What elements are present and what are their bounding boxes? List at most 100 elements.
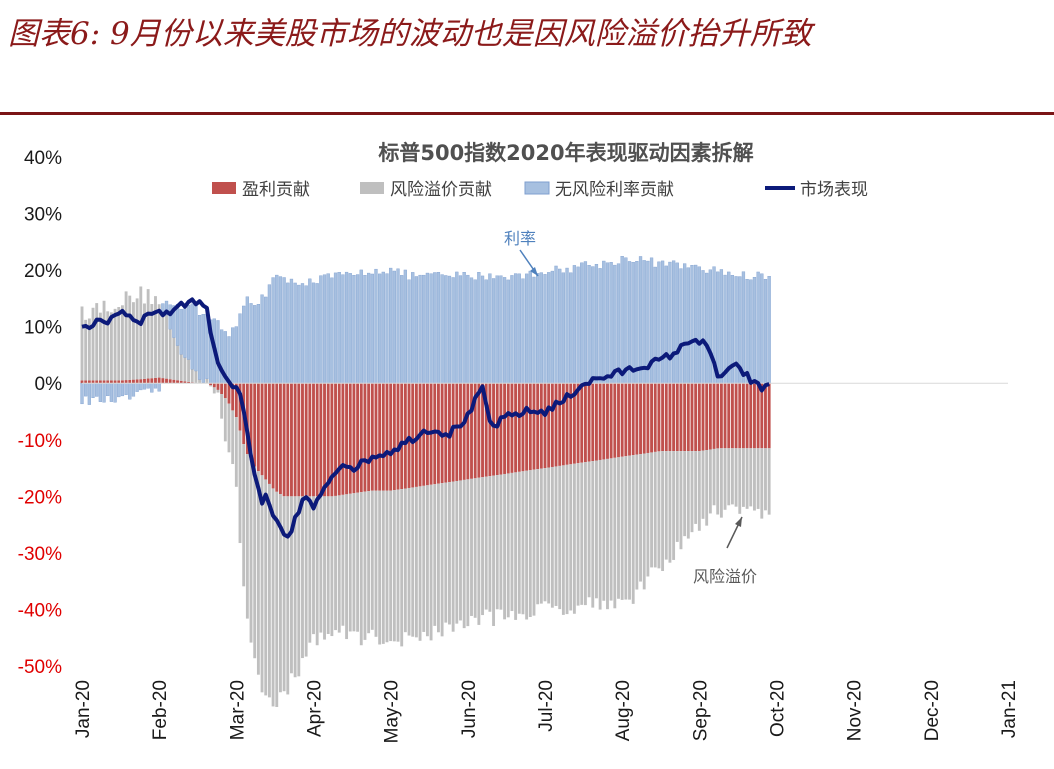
bar-risk-premium: [323, 496, 326, 640]
bar-risk-free: [385, 273, 389, 384]
bar-risk-premium: [146, 289, 150, 379]
bar-earnings: [620, 383, 624, 457]
bar-risk-premium: [481, 477, 484, 616]
bar-risk-premium: [495, 475, 499, 610]
bar-earnings: [249, 383, 253, 461]
bar-risk-free: [403, 269, 407, 384]
bar-risk-free: [106, 383, 110, 397]
bar-risk-premium: [602, 459, 606, 601]
bar-earnings: [642, 383, 646, 454]
bar-risk-premium: [583, 462, 587, 606]
bar-risk-premium: [187, 359, 190, 382]
bar-risk-free: [477, 272, 481, 384]
bar-risk-free: [455, 271, 459, 384]
bar-risk-free: [620, 256, 624, 384]
bar-earnings: [187, 381, 190, 384]
bar-risk-premium: [381, 490, 385, 644]
bar-risk-free: [528, 270, 532, 384]
bar-earnings: [543, 383, 547, 469]
bar-risk-free: [135, 383, 139, 392]
bar-earnings: [154, 377, 157, 384]
bar-earnings: [396, 383, 400, 490]
y-tick-label: -10%: [18, 431, 62, 452]
bar-risk-premium: [135, 298, 139, 380]
bar-risk-premium: [462, 479, 466, 629]
x-tick-label: Jan-21: [999, 680, 1020, 738]
bar-risk-free: [719, 269, 724, 384]
bar-risk-premium: [411, 487, 415, 637]
bar-earnings: [716, 383, 720, 449]
bar-risk-premium: [712, 448, 716, 506]
bar-earnings: [639, 383, 642, 455]
bar-risk-free: [752, 276, 757, 384]
bar-earnings: [583, 383, 587, 463]
bar-earnings: [400, 383, 404, 490]
bar-earnings: [286, 383, 290, 497]
bar-earnings: [488, 383, 492, 477]
bar-risk-premium: [286, 496, 290, 695]
bar-risk-premium: [716, 448, 720, 515]
bar-risk-free: [87, 383, 91, 405]
bar-risk-free: [271, 277, 275, 384]
y-tick-label: -40%: [18, 600, 62, 621]
bar-risk-free: [157, 383, 161, 392]
bar-risk-free: [194, 303, 198, 372]
bar-earnings: [672, 383, 676, 452]
bar-earnings: [183, 381, 187, 384]
bar-risk-premium: [539, 468, 543, 604]
bar-risk-free: [609, 262, 613, 384]
bar-risk-free: [749, 279, 753, 384]
bar-earnings: [275, 383, 279, 492]
x-tick-label: Feb-20: [150, 680, 171, 740]
bar-earnings: [161, 378, 165, 384]
bar-earnings: [683, 383, 687, 452]
bar-risk-premium: [554, 466, 558, 606]
bar-risk-premium: [139, 286, 143, 380]
legend-label-risk-premium: 风险溢价贡献: [390, 180, 492, 200]
bar-risk-premium: [348, 493, 352, 632]
bar-risk-free: [253, 305, 257, 384]
bar-earnings: [128, 379, 132, 384]
bar-earnings: [319, 383, 323, 497]
bar-risk-free: [565, 267, 569, 384]
bar-risk-premium: [414, 486, 418, 638]
bar-risk-free: [238, 313, 242, 384]
bar-risk-free: [631, 262, 635, 384]
bar-earnings: [455, 383, 459, 481]
bar-earnings: [260, 383, 264, 476]
bar-risk-free: [539, 272, 543, 384]
x-tick-label: Jul-20: [536, 680, 557, 732]
bar-risk-premium: [341, 494, 345, 626]
bar-risk-premium: [470, 478, 473, 616]
bar-earnings: [374, 383, 378, 491]
bar-earnings: [484, 383, 488, 477]
bar-earnings: [348, 383, 352, 494]
bar-risk-premium: [253, 466, 257, 659]
bar-risk-free: [627, 261, 632, 384]
bar-risk-free: [616, 263, 621, 384]
bar-risk-premium: [132, 302, 135, 380]
bar-risk-premium: [646, 452, 650, 577]
bar-risk-premium: [209, 385, 213, 387]
bar-risk-premium: [650, 452, 653, 568]
bar-risk-free: [381, 271, 385, 384]
bar-risk-premium: [334, 495, 337, 631]
bar-risk-premium: [429, 484, 433, 641]
bar-risk-premium: [628, 455, 631, 600]
bar-risk-free: [400, 275, 404, 384]
bar-risk-free: [532, 276, 536, 384]
bar-risk-premium: [249, 460, 253, 643]
bar-risk-premium: [370, 490, 374, 630]
bar-earnings: [561, 383, 565, 466]
bar-risk-free: [278, 276, 283, 384]
bar-earnings: [613, 383, 617, 458]
bar-risk-free: [370, 273, 374, 384]
bar-risk-free: [124, 383, 128, 395]
bar-risk-premium: [359, 492, 363, 646]
annotation-risk-premium-arrowhead: [735, 517, 742, 527]
bar-earnings: [587, 383, 591, 462]
bar-risk-premium: [279, 494, 282, 693]
bar-earnings: [470, 383, 473, 479]
bar-risk-free: [580, 262, 584, 384]
bar-risk-premium: [708, 449, 712, 514]
